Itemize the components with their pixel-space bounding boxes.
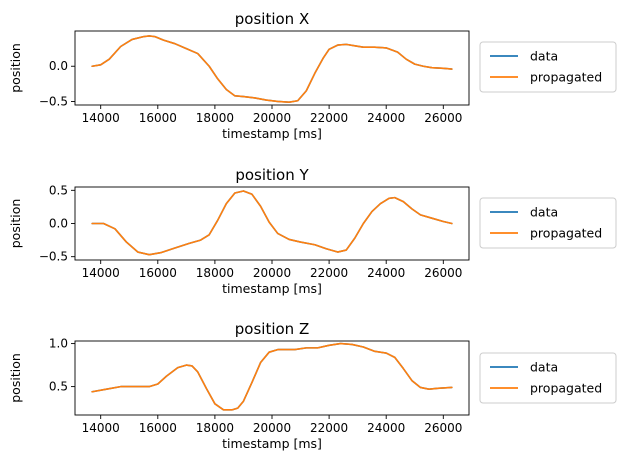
x-tick-label: 18000 <box>196 266 234 280</box>
x-tick-label: 22000 <box>310 266 348 280</box>
subplot-1: 14000 16000 18000 20000 22000 24000 26000 −0.5 0… <box>8 10 617 141</box>
chart-title: position Z <box>235 320 309 338</box>
y-axis-label: position <box>8 199 23 249</box>
legend-entry-data: data <box>530 360 558 375</box>
legend-entry-propagated: propagated <box>530 70 602 85</box>
legend-box <box>479 41 617 93</box>
x-tick-label: 16000 <box>139 111 177 125</box>
x-tick-label: 14000 <box>82 266 120 280</box>
y-tick-label: 0.5 <box>49 380 68 394</box>
y-tick-label: −0.5 <box>39 94 68 108</box>
subplot-3: 14000 16000 18000 20000 22000 24000 26000 0.5 1.… <box>8 320 617 451</box>
y-tick-label: 0.0 <box>49 217 68 231</box>
legend-entry-propagated: propagated <box>530 226 602 241</box>
subplot-2: 14000 16000 18000 20000 22000 24000 26000 −0.5 0… <box>8 166 617 296</box>
x-axis-label: timestamp [ms] <box>222 281 322 296</box>
legend-entry-data: data <box>530 205 558 220</box>
x-tick-label: 26000 <box>424 111 462 125</box>
legend-entry-data: data <box>530 49 558 64</box>
legend: data propagated <box>479 41 617 93</box>
series-line-data <box>91 190 453 256</box>
x-tick-label: 24000 <box>367 421 405 435</box>
x-tick-label: 14000 <box>82 111 120 125</box>
x-tick-label: 16000 <box>139 421 177 435</box>
x-tick-label: 20000 <box>253 421 291 435</box>
x-tick-label: 20000 <box>253 111 291 125</box>
x-tick-label: 18000 <box>196 111 234 125</box>
x-axis-label: timestamp [ms] <box>222 436 322 451</box>
y-tick-label: 1.0 <box>49 337 68 351</box>
series-line-propagated <box>91 342 453 411</box>
series-line-propagated <box>91 190 453 256</box>
chart-title: position Y <box>235 166 309 184</box>
legend: data propagated <box>479 197 617 249</box>
series-line-data <box>91 35 453 103</box>
x-tick-label: 22000 <box>310 111 348 125</box>
x-tick-label: 20000 <box>253 266 291 280</box>
legend-box <box>479 197 617 249</box>
x-tick-label: 16000 <box>139 266 177 280</box>
x-tick-label: 22000 <box>310 421 348 435</box>
y-axis-label: position <box>8 353 23 403</box>
x-tick-label: 18000 <box>196 421 234 435</box>
x-tick-label: 26000 <box>424 421 462 435</box>
x-tick-label: 26000 <box>424 266 462 280</box>
x-tick-label: 14000 <box>82 421 120 435</box>
series-line-data <box>91 342 453 411</box>
y-tick-label: 0.5 <box>49 183 68 197</box>
y-axis-label: position <box>8 43 23 93</box>
x-axis-label: timestamp [ms] <box>222 126 322 141</box>
x-tick-label: 24000 <box>367 266 405 280</box>
axes-frame <box>74 30 470 106</box>
legend-box <box>479 352 617 404</box>
x-tick-label: 24000 <box>367 111 405 125</box>
chart-title: position X <box>235 10 309 28</box>
y-tick-label: 0.0 <box>49 59 68 73</box>
y-tick-label: −0.5 <box>39 250 68 264</box>
legend-entry-propagated: propagated <box>530 381 602 396</box>
series-line-propagated <box>91 35 453 103</box>
legend: data propagated <box>479 352 617 404</box>
